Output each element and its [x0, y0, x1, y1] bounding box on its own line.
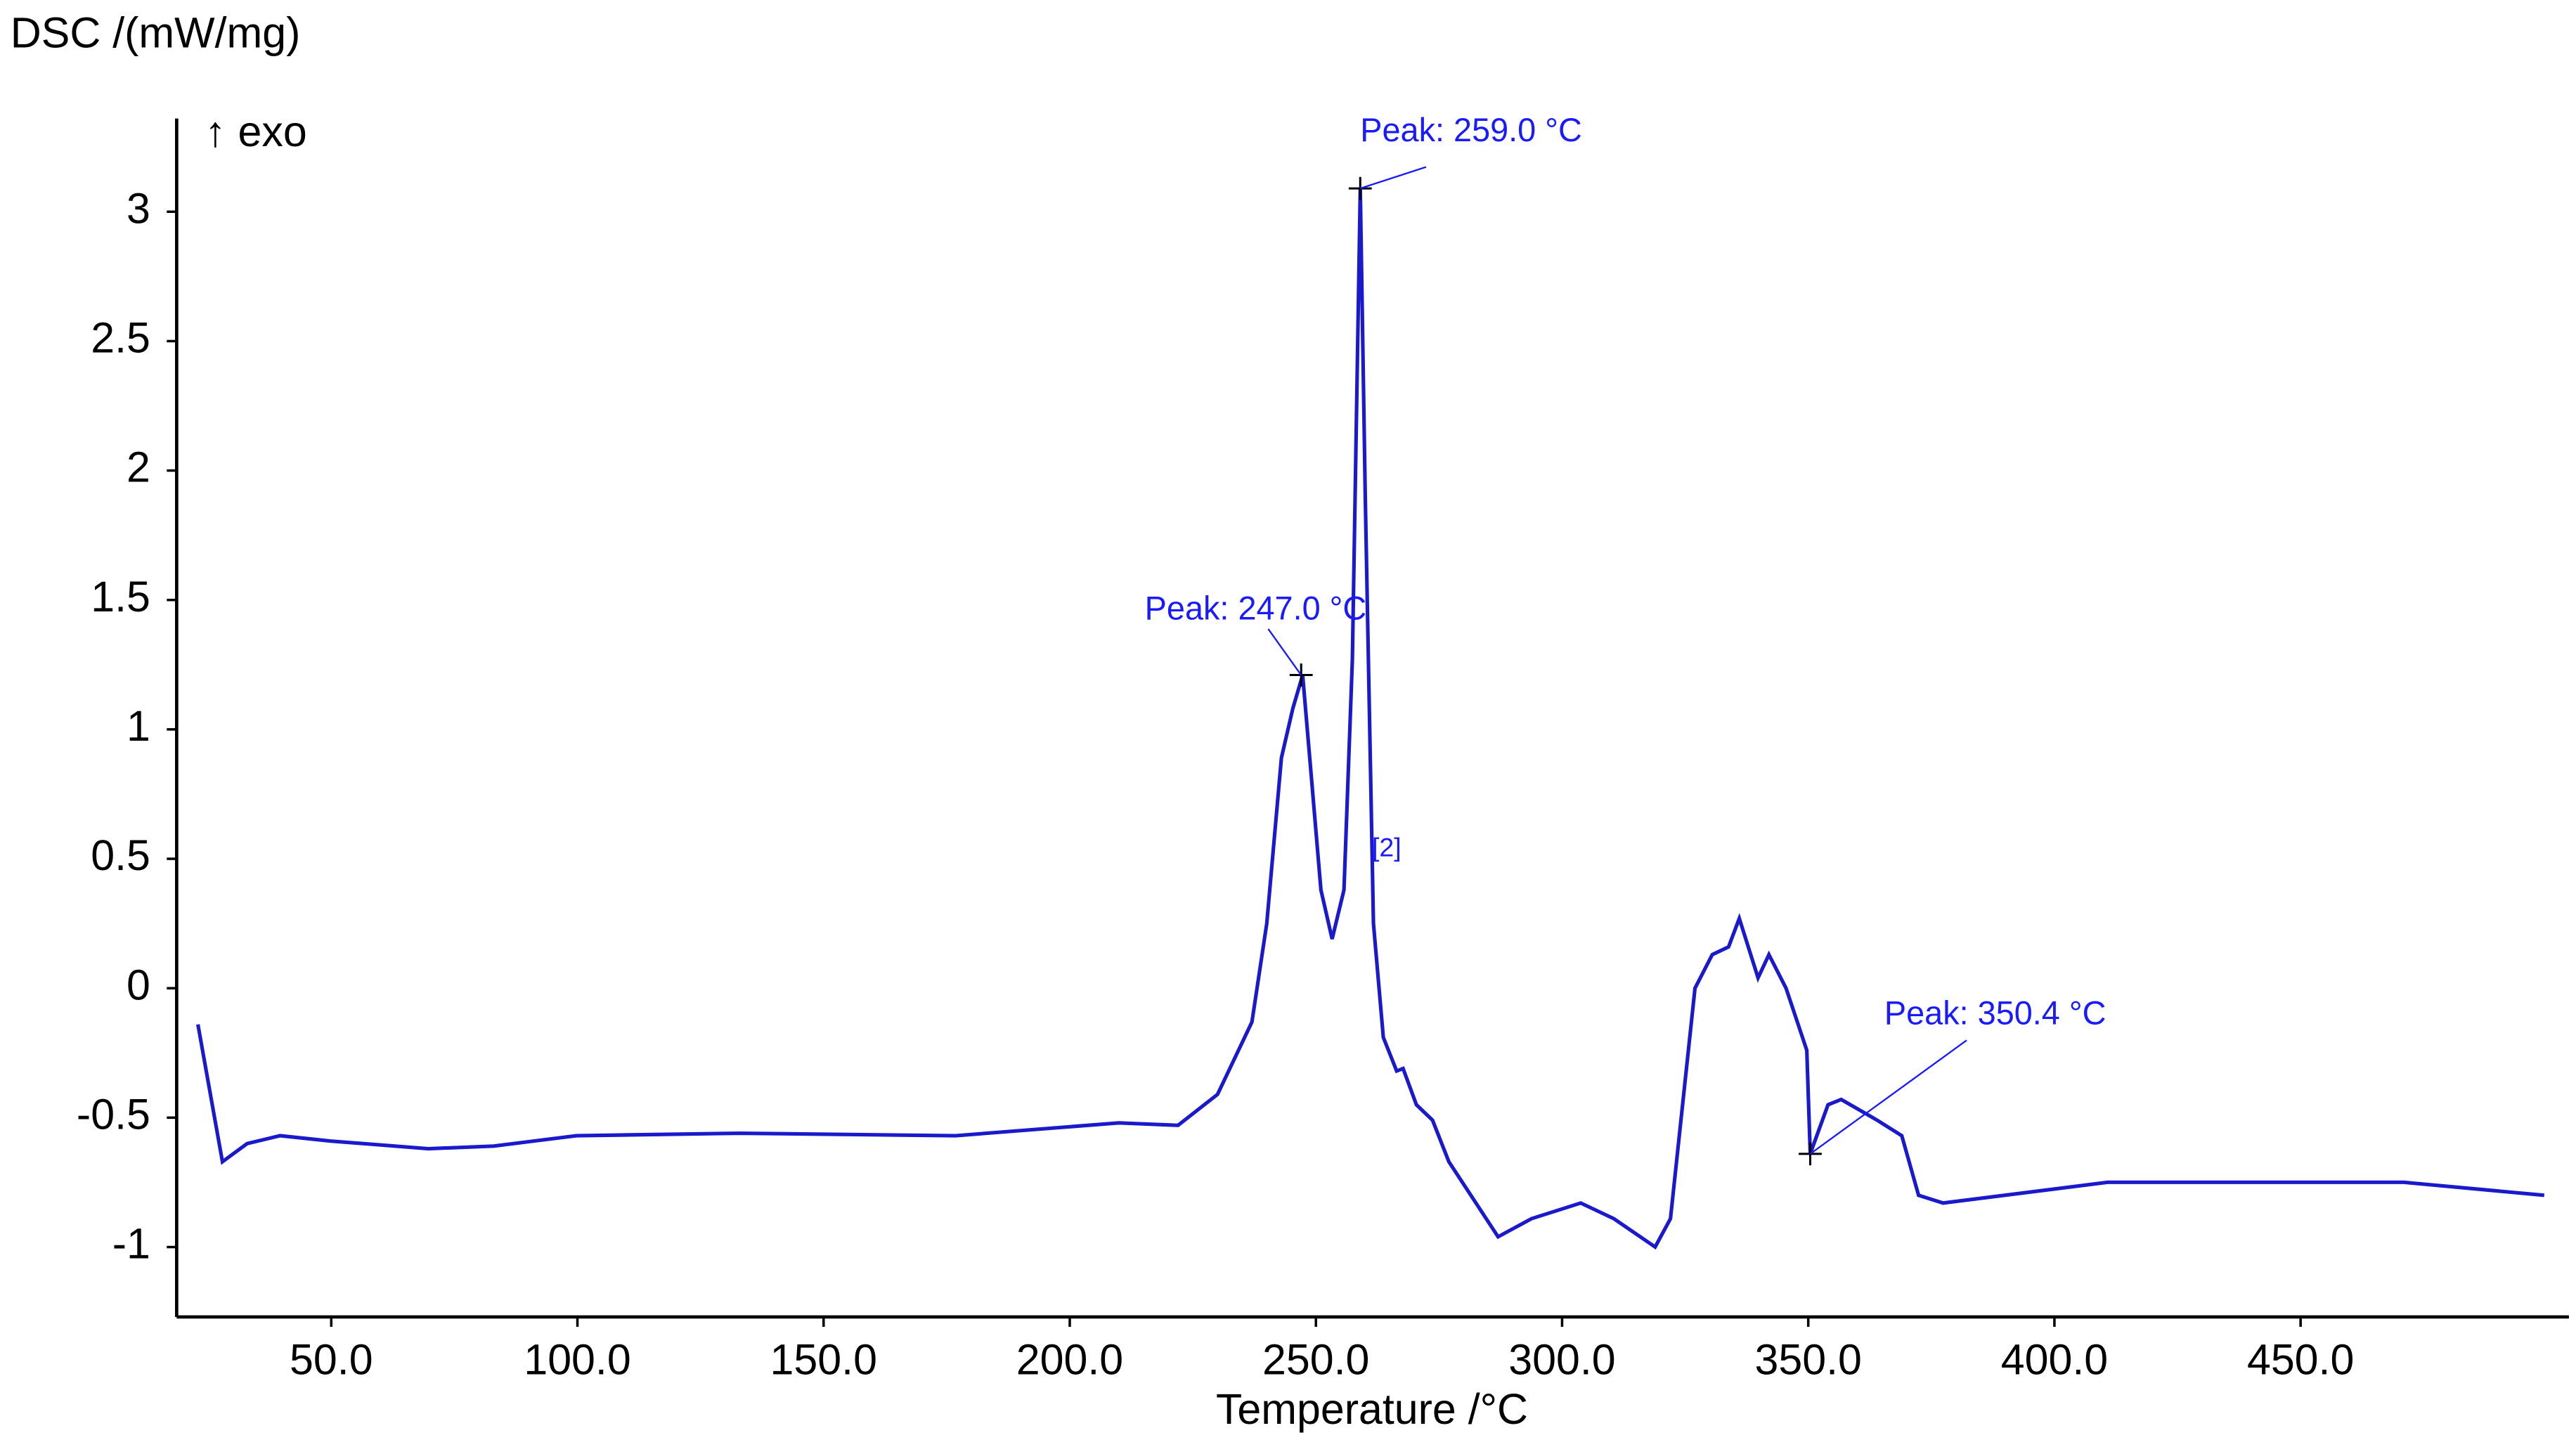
- curve-label: [2]: [1372, 833, 1402, 862]
- y-axis-label: DSC /(mW/mg): [11, 9, 301, 57]
- peak-label: Peak: 247.0 °C: [1145, 590, 1367, 627]
- peak-marker: [1799, 1142, 1822, 1166]
- peak-label: Peak: 259.0 °C: [1360, 112, 1582, 148]
- y-tick-label: -0.5: [77, 1090, 150, 1138]
- dsc-curve: [196, 188, 2545, 1250]
- y-tick-label: 1: [127, 702, 150, 750]
- peak-leader: [1359, 166, 1427, 190]
- x-tick-label: 150.0: [770, 1336, 877, 1384]
- x-tick-label: 100.0: [524, 1336, 630, 1384]
- y-tick-label: 3: [127, 184, 150, 232]
- x-tick-label: 350.0: [1755, 1336, 1862, 1384]
- x-tick-label: 250.0: [1262, 1336, 1369, 1384]
- x-axis-label: Temperature /°C: [1216, 1385, 1528, 1433]
- direction-label: ↑ exo: [205, 108, 307, 155]
- peak-leader: [1267, 628, 1302, 676]
- y-tick-label: 0.5: [91, 831, 150, 879]
- peak-label: Peak: 350.4 °C: [1884, 995, 2106, 1032]
- x-tick-label: 50.0: [290, 1336, 373, 1384]
- peak-leader: [1809, 1039, 1967, 1155]
- x-tick-label: 400.0: [2001, 1336, 2108, 1384]
- x-tick-label: 200.0: [1016, 1336, 1123, 1384]
- x-tick-label: 300.0: [1508, 1336, 1615, 1384]
- x-tick-label: 450.0: [2247, 1336, 2354, 1384]
- y-tick-label: 1.5: [91, 573, 150, 621]
- y-tick-label: 0: [127, 961, 150, 1008]
- peak-marker: [1289, 663, 1313, 687]
- y-tick-label: 2: [127, 443, 150, 491]
- y-tick-label: 2.5: [91, 313, 150, 361]
- y-tick-label: -1: [112, 1220, 150, 1268]
